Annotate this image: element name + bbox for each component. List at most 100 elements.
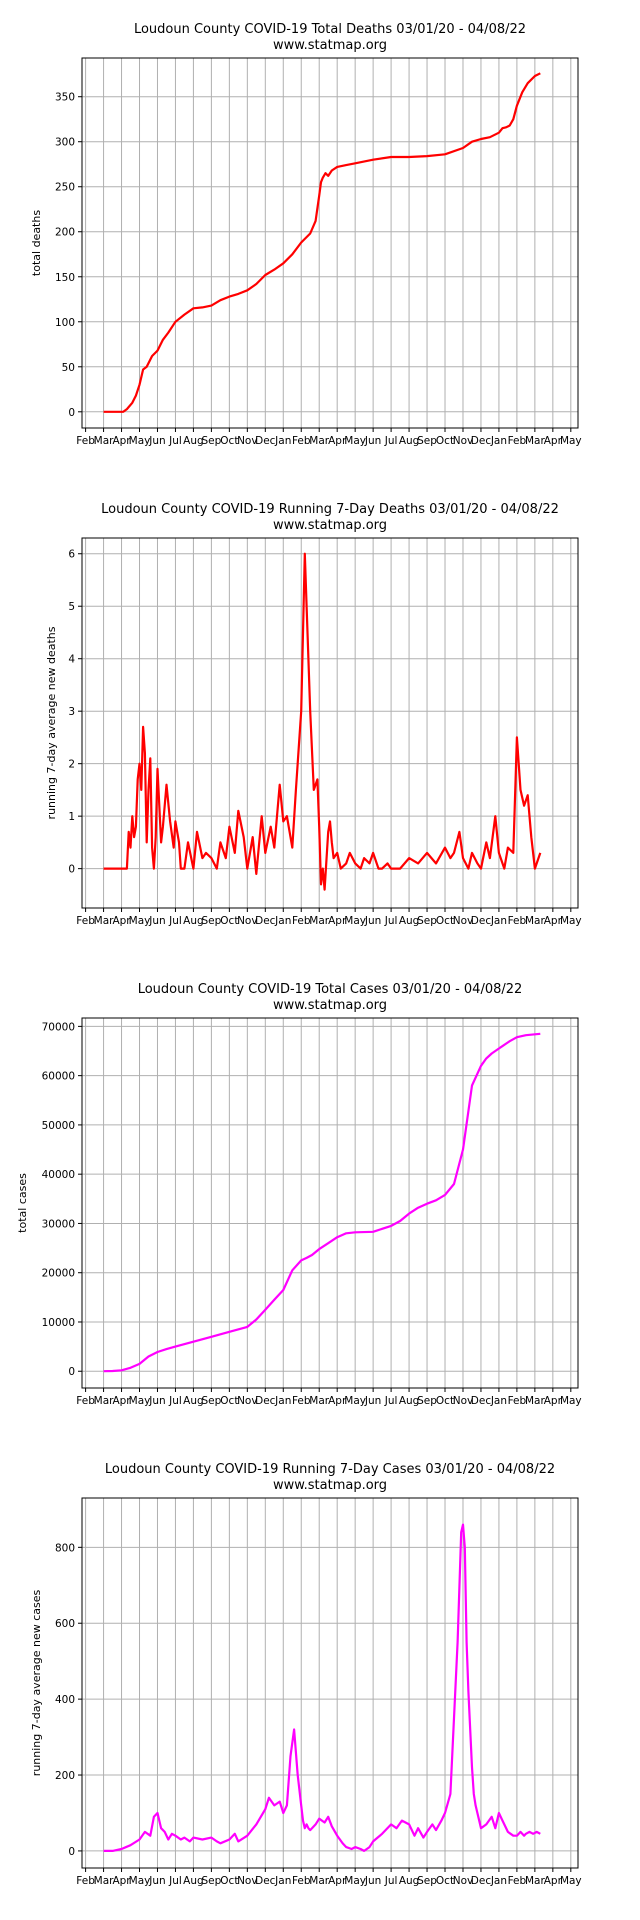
x-tick-label: Mar [309, 435, 329, 447]
x-tick-label: Jun [148, 435, 165, 447]
x-tick-label: Dec [471, 435, 492, 447]
x-tick-label: Feb [76, 915, 95, 927]
x-tick-label: Aug [399, 435, 420, 447]
x-tick-label: Oct [220, 915, 238, 927]
x-tick-label: Jan [274, 435, 291, 447]
x-tick-label: Mar [525, 435, 545, 447]
x-tick-label: May [129, 1875, 151, 1887]
y-tick-label: 350 [55, 92, 75, 104]
x-tick-label: Aug [399, 1875, 420, 1887]
y-tick-label: 0 [68, 864, 75, 876]
x-tick-label: Oct [436, 1875, 454, 1887]
x-tick-label: Apr [328, 435, 347, 447]
x-tick-label: Jan [274, 1395, 291, 1407]
x-tick-label: Aug [183, 915, 204, 927]
y-tick-label: 50000 [42, 1120, 75, 1132]
y-axis-label: total deaths [30, 210, 43, 276]
x-tick-label: Feb [508, 435, 527, 447]
y-tick-label: 2 [68, 759, 75, 771]
x-tick-label: May [560, 915, 582, 927]
x-tick-label: Jan [490, 1395, 507, 1407]
y-tick-label: 20000 [42, 1268, 75, 1280]
plot-frame [81, 1497, 579, 1869]
x-tick-label: Nov [453, 915, 474, 927]
x-tick-label: Apr [544, 1395, 563, 1407]
x-tick-label: Jul [168, 915, 182, 927]
x-tick-label: Mar [94, 1395, 114, 1407]
y-tick-label: 3 [68, 706, 75, 718]
chart-panel-1: Loudoun County COVID-19 Total Deaths 03/… [30, 22, 582, 447]
y-tick-label: 5 [68, 601, 75, 613]
x-tick-label: Jan [274, 1875, 291, 1887]
x-tick-label: Jul [384, 1395, 398, 1407]
x-tick-label: Jul [384, 435, 398, 447]
chart-title: Loudoun County COVID-19 Running 7-Day De… [101, 502, 559, 517]
x-tick-label: Feb [292, 915, 311, 927]
chart-title: Loudoun County COVID-19 Total Cases 03/0… [138, 982, 523, 997]
x-tick-label: Feb [76, 1395, 95, 1407]
y-tick-label: 70000 [42, 1021, 75, 1033]
chart-subtitle: www.statmap.org [273, 38, 387, 53]
y-tick-label: 60000 [42, 1071, 75, 1083]
x-tick-label: Apr [328, 1875, 347, 1887]
y-tick-label: 50 [62, 362, 75, 374]
plot-frame [81, 57, 579, 429]
x-tick-label: Jun [364, 1395, 381, 1407]
series-line-1 [103, 1523, 541, 1853]
x-tick-label: Nov [237, 1875, 258, 1887]
y-axis-label: running 7-day average new cases [30, 1590, 43, 1777]
x-tick-label: May [129, 1395, 151, 1407]
x-tick-label: Apr [328, 1395, 347, 1407]
x-tick-label: Aug [399, 1395, 420, 1407]
x-tick-label: Dec [255, 915, 276, 927]
x-tick-label: Nov [453, 1395, 474, 1407]
x-tick-label: Jun [364, 435, 381, 447]
y-tick-label: 40000 [42, 1169, 75, 1181]
x-tick-label: Feb [508, 915, 527, 927]
x-tick-label: May [129, 435, 151, 447]
x-tick-label: Oct [220, 435, 238, 447]
x-tick-label: Nov [237, 915, 258, 927]
x-tick-label: Mar [94, 915, 114, 927]
x-tick-label: May [344, 915, 366, 927]
y-tick-label: 300 [55, 137, 75, 149]
x-tick-label: Jul [384, 915, 398, 927]
x-tick-label: Apr [544, 915, 563, 927]
x-tick-label: Feb [508, 1875, 527, 1887]
x-tick-label: Jul [168, 435, 182, 447]
x-tick-label: Aug [183, 1395, 204, 1407]
x-tick-label: Dec [471, 915, 492, 927]
x-tick-label: May [560, 1875, 582, 1887]
y-axis-label: total cases [16, 1173, 29, 1233]
x-tick-label: Mar [309, 1875, 329, 1887]
x-tick-label: Sep [201, 915, 221, 927]
x-tick-label: Nov [237, 1395, 258, 1407]
x-tick-label: Sep [417, 435, 437, 447]
x-tick-label: Jun [148, 1875, 165, 1887]
x-tick-label: Jan [490, 1875, 507, 1887]
x-tick-label: Sep [201, 1875, 221, 1887]
x-tick-label: Jun [148, 915, 165, 927]
x-tick-label: Feb [76, 1875, 95, 1887]
series-line-1 [103, 552, 542, 891]
x-tick-label: Dec [471, 1875, 492, 1887]
x-tick-label: Feb [508, 1395, 527, 1407]
x-tick-label: Feb [292, 1395, 311, 1407]
y-tick-label: 0 [68, 407, 75, 419]
x-tick-label: Nov [453, 1875, 474, 1887]
chart-panel-2: Loudoun County COVID-19 Running 7-Day De… [45, 502, 582, 927]
y-axis-label: running 7-day average new deaths [45, 626, 58, 819]
x-tick-label: Jan [274, 915, 291, 927]
plot-frame [81, 537, 579, 909]
x-tick-label: Sep [201, 435, 221, 447]
y-tick-label: 0 [68, 1366, 75, 1378]
x-tick-label: Mar [94, 1875, 114, 1887]
y-tick-label: 30000 [42, 1218, 75, 1230]
x-tick-label: May [560, 1395, 582, 1407]
x-tick-label: Jul [168, 1395, 182, 1407]
x-tick-label: Oct [220, 1875, 238, 1887]
y-tick-label: 150 [55, 272, 75, 284]
x-tick-label: Feb [292, 1875, 311, 1887]
plot-frame [81, 1017, 579, 1389]
